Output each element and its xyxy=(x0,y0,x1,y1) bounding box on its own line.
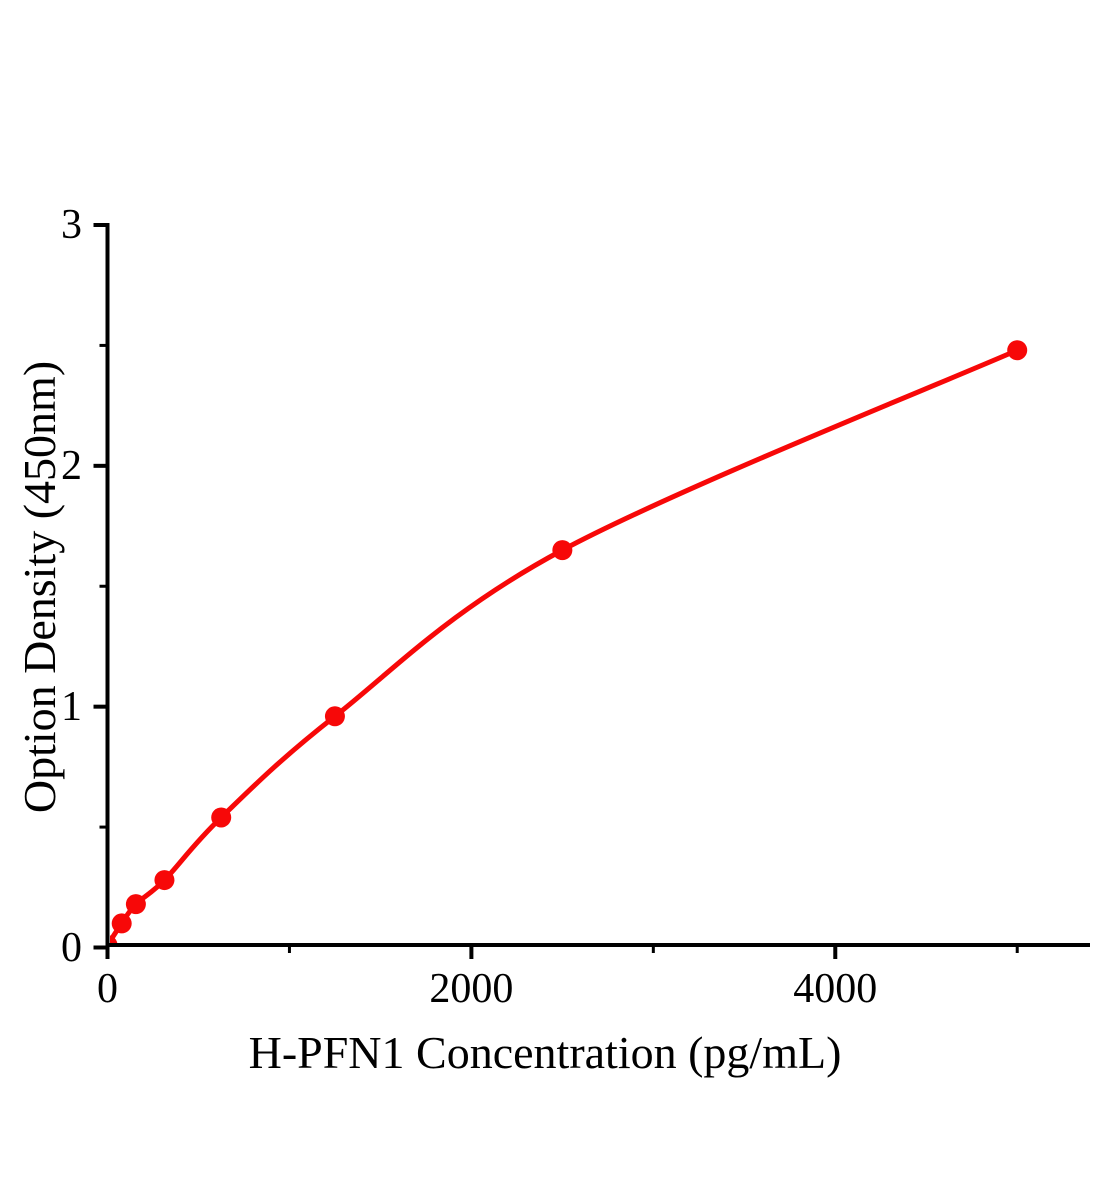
y-tick-label: 1 xyxy=(61,683,82,730)
x-tick-label: 4000 xyxy=(793,966,878,1012)
data-point-marker xyxy=(324,706,345,727)
x-tick-label: 2000 xyxy=(429,966,514,1012)
y-tick-label: 3 xyxy=(61,202,82,248)
standard-curve-line xyxy=(110,347,1020,945)
y-tick-label: 0 xyxy=(61,924,82,971)
x-axis-title: H-PFN1 Concentration (pg/mL) xyxy=(248,1027,842,1078)
data-point-marker xyxy=(154,870,175,891)
data-point-marker xyxy=(110,935,118,945)
x-tick-label: 0 xyxy=(97,966,118,1012)
y-axis-title: Option Density (450nm) xyxy=(14,360,65,814)
data-point-marker xyxy=(552,540,573,561)
data-series-group xyxy=(110,340,1028,945)
y-tick-label: 2 xyxy=(61,442,82,489)
data-point-marker xyxy=(211,807,232,828)
data-point-marker xyxy=(111,913,132,934)
data-point-marker xyxy=(1007,340,1028,361)
data-point-marker xyxy=(125,894,146,915)
